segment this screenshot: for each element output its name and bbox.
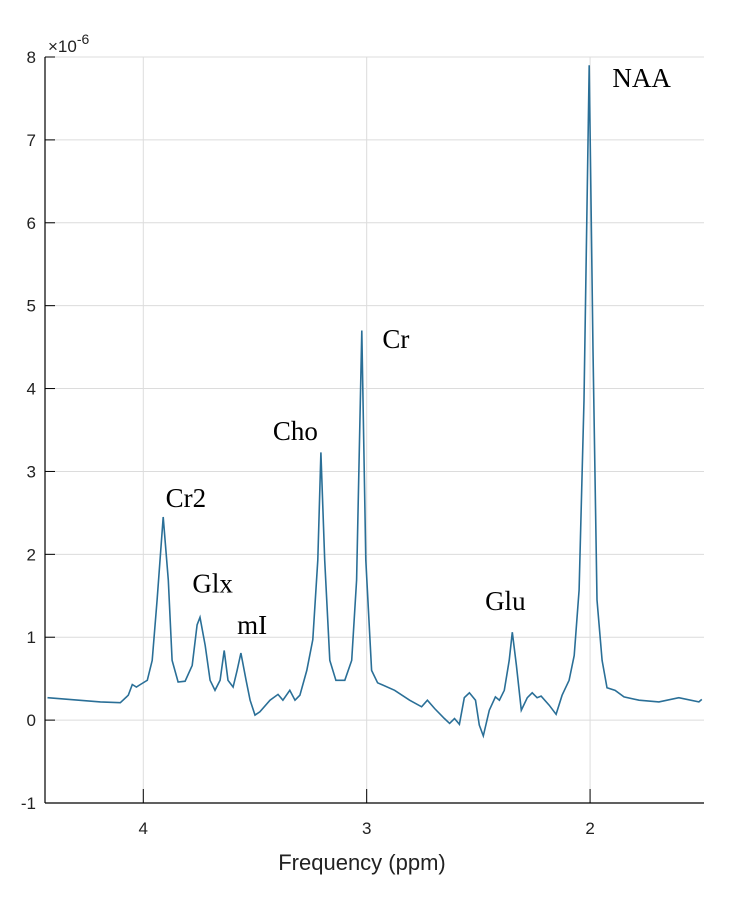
y-tick-label: 0 [27, 711, 36, 730]
peak-label-glx: Glx [192, 568, 233, 598]
x-axis-label: Frequency (ppm) [278, 850, 446, 875]
y-tick-label: 8 [27, 48, 36, 67]
spectrum-line [47, 65, 703, 739]
x-tick-label: 2 [585, 819, 594, 838]
y-tick-label: 7 [27, 131, 36, 150]
y-tick-label: 4 [27, 380, 36, 399]
y-tick-label: 6 [27, 214, 36, 233]
peak-label-mi: mI [237, 610, 267, 640]
y-tick-label: -1 [21, 794, 36, 813]
tick-labels: 4 3 2 -1 0 1 2 3 4 5 6 7 8 [21, 48, 595, 838]
peak-label-naa: NAA [612, 63, 671, 93]
y-tick-label: 1 [27, 628, 36, 647]
y-exponent-power: -6 [77, 31, 90, 47]
y-tick-label: 5 [27, 297, 36, 316]
y-tick-label: 3 [27, 462, 36, 481]
y-exponent-label: ×10-6 [48, 31, 90, 56]
x-tick-label: 3 [362, 819, 371, 838]
y-tick-label: 2 [27, 545, 36, 564]
grid [45, 56, 704, 804]
x-tick-label: 4 [139, 819, 148, 838]
peak-label-cr: Cr [382, 324, 409, 354]
peak-label-cr2: Cr2 [166, 483, 207, 513]
peak-label-glu: Glu [485, 586, 526, 616]
peak-label-cho: Cho [273, 416, 318, 446]
axes [44, 56, 704, 804]
